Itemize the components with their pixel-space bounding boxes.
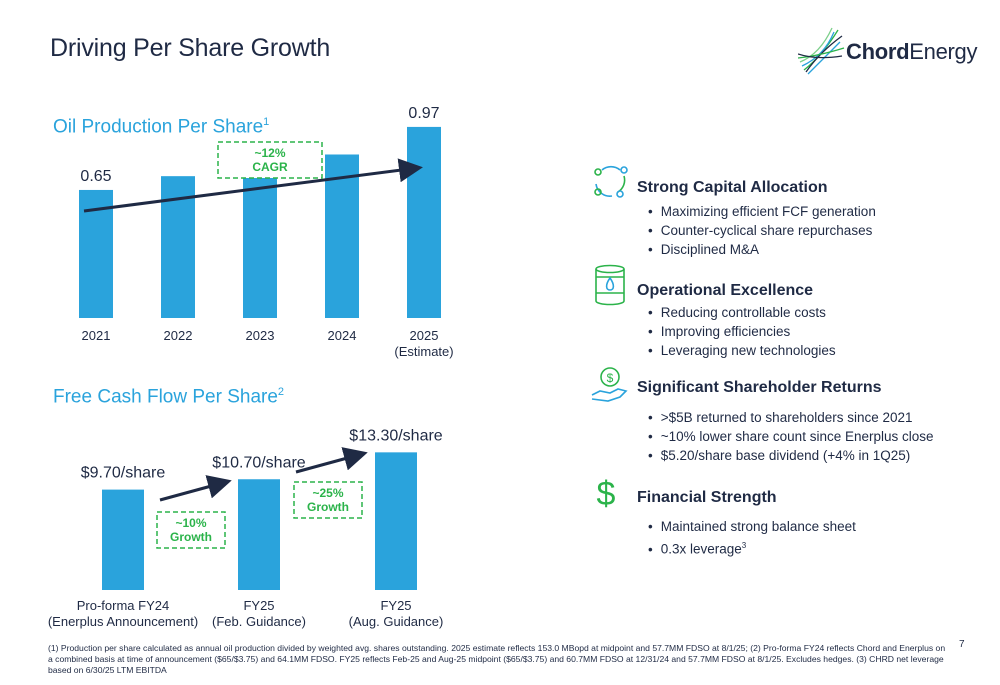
oil-barrel-icon bbox=[590, 263, 630, 306]
chart1-cagr-badge-text: ~12% bbox=[254, 146, 285, 160]
logo-wordmark: ChordEnergy bbox=[846, 39, 977, 65]
chart2-xtick: FY25 bbox=[243, 598, 274, 613]
chart2-data-label: $10.70/share bbox=[212, 454, 306, 471]
chart1-xtick: 2021 bbox=[82, 328, 111, 343]
feature-title: Financial Strength bbox=[637, 489, 777, 506]
feature-list-item: Improving efficiencies bbox=[648, 322, 836, 341]
svg-text:$: $ bbox=[597, 475, 616, 513]
chart2-arrow-1 bbox=[159, 475, 232, 502]
feature-title: Strong Capital Allocation bbox=[637, 179, 828, 196]
feature-list-item: Maximizing efficient FCF generation bbox=[648, 202, 876, 221]
chart2-data-label: $9.70/share bbox=[81, 465, 166, 482]
charts-canvas: 2021 0.65 2022 2023 2024 2025(Estimate) 0.97 ~1… bbox=[48, 105, 454, 629]
chart1-data-label: 0.65 bbox=[80, 168, 111, 185]
chart1-cagr-badge-text: CAGR bbox=[252, 160, 288, 174]
chart2-growth-badge-2: ~25%Growth bbox=[293, 481, 363, 519]
feature-title: Operational Excellence bbox=[637, 282, 814, 299]
dollar-sign-icon: $ bbox=[590, 473, 630, 513]
chart1-cagr-badge-box bbox=[217, 141, 323, 179]
chart1-xtick: (Estimate) bbox=[394, 344, 453, 359]
feature-list-item: 0.3x leverage3 bbox=[648, 536, 856, 559]
chart2-xtick: FY25 bbox=[380, 598, 411, 613]
feature-list-item: Maintained strong balance sheet bbox=[648, 517, 856, 536]
chart1-cagr-badge: ~12%CAGR bbox=[217, 141, 323, 179]
logo-word-chord: Chord bbox=[846, 39, 910, 64]
chart2-growth-badge-2-text: ~25% bbox=[312, 486, 343, 500]
feature-list: Reducing controllable costsImproving eff… bbox=[648, 303, 836, 360]
chart1-bar-2025 bbox=[407, 126, 441, 318]
chart2-title: Free Cash Flow Per Share2 bbox=[53, 386, 285, 408]
logo-word-energy: Energy bbox=[909, 39, 978, 64]
feature-title: Significant Shareholder Returns bbox=[637, 379, 882, 396]
chart2-xtick: (Aug. Guidance) bbox=[349, 614, 444, 629]
feature-list-item: >$5B returned to shareholders since 2021 bbox=[648, 408, 934, 427]
chart2-arrow-2 bbox=[295, 447, 368, 474]
chart1-bar-2023 bbox=[243, 166, 277, 318]
chart2-growth-badge-1-box bbox=[156, 511, 226, 549]
chart1-data-label: 0.97 bbox=[408, 105, 439, 122]
chart2-bar-1 bbox=[238, 479, 280, 590]
chart2-bar-0 bbox=[102, 489, 144, 590]
chart2-xtick: (Enerplus Announcement) bbox=[48, 614, 198, 629]
chart1-xtick: 2022 bbox=[164, 328, 193, 343]
feature-list-item: $5.20/share base dividend (+4% in 1Q25) bbox=[648, 446, 934, 465]
chart2-data-label: $13.30/share bbox=[349, 427, 443, 444]
feature-list: Maximizing efficient FCF generationCount… bbox=[648, 202, 876, 259]
chart2-growth-badge-2-box bbox=[293, 481, 363, 519]
chart1: 2021 0.65 2022 2023 2024 2025(Estimate) 0.97 ~1… bbox=[79, 105, 454, 359]
chart2-xtick: Pro-forma FY24 bbox=[77, 598, 169, 613]
logo-icon bbox=[798, 27, 845, 75]
feature-list-item: Leveraging new technologies bbox=[648, 341, 836, 360]
money-hand-icon: $ bbox=[590, 365, 630, 405]
features-panel: Strong Capital Allocation Maximizing effi… bbox=[590, 160, 970, 580]
footnote: (1) Production per share calculated as a… bbox=[48, 643, 946, 675]
feature-list: Maintained strong balance sheet0.3x leve… bbox=[648, 517, 856, 559]
chart1-xtick: 2024 bbox=[328, 328, 357, 343]
feature-list-item: ~10% lower share count since Enerplus cl… bbox=[648, 427, 934, 446]
chart2-growth-badge-1: ~10%Growth bbox=[156, 511, 226, 549]
chart2-growth-badge-1-text: ~10% bbox=[175, 516, 206, 530]
page-number: 7 bbox=[959, 639, 965, 650]
chart1-xtick: 2023 bbox=[246, 328, 275, 343]
chart1-title: Oil Production Per Share1 bbox=[53, 116, 270, 138]
chart2-growth-badge-1-text: Growth bbox=[170, 530, 212, 544]
feature-list: >$5B returned to shareholders since 2021… bbox=[648, 408, 934, 465]
chart2-bar-2 bbox=[375, 452, 417, 590]
feature-list-item: Disciplined M&A bbox=[648, 240, 876, 259]
chart2-growth-badge-2-text: Growth bbox=[307, 500, 349, 514]
chart1-xtick: 2025 bbox=[410, 328, 439, 343]
chart2: Pro-forma FY24(Enerplus Announcement) $9.… bbox=[48, 427, 443, 629]
page-title: Driving Per Share Growth bbox=[50, 34, 331, 62]
svg-text:$: $ bbox=[607, 371, 614, 385]
chart2-xtick: (Feb. Guidance) bbox=[212, 614, 306, 629]
footnote-marker: 3 bbox=[741, 541, 747, 550]
chart1-bar-2024 bbox=[325, 154, 359, 318]
chart1-trend-arrow bbox=[83, 158, 423, 213]
feature-list-item: Counter-cyclical share repurchases bbox=[648, 221, 876, 240]
cycle-arrows-icon bbox=[590, 160, 630, 200]
feature-list-item: Reducing controllable costs bbox=[648, 303, 836, 322]
